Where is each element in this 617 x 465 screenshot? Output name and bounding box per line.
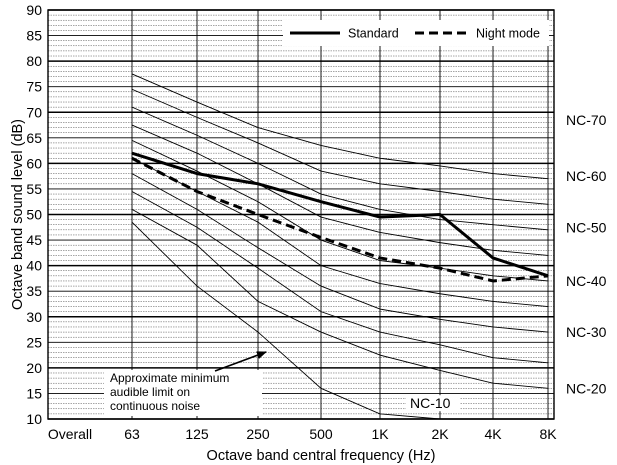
x-tick-Overall: Overall	[48, 426, 92, 442]
annotation-line-2: audible limit on	[110, 385, 190, 399]
x-tick-125: 125	[185, 426, 209, 442]
series-layer	[131, 151, 549, 283]
y-tick-labels: 10 15 20 25 30 35 40 45 50 55 60 65 70 75 80 85 90	[26, 2, 42, 427]
legend-label-night-mode: Night mode	[476, 27, 540, 41]
nc-label-10: NC-10	[410, 395, 451, 411]
nc-curve-0	[131, 221, 441, 420]
legend-label-standard: Standard	[348, 27, 399, 41]
x-tick-2K: 2K	[431, 426, 449, 442]
y-tick-80: 80	[26, 53, 42, 69]
y-tick-25: 25	[26, 334, 42, 350]
x-tick-63: 63	[124, 426, 140, 442]
annotation-line-1: Approximate minimum	[110, 371, 229, 385]
y-tick-60: 60	[26, 155, 42, 171]
nc-labels: NC-70 NC-60 NC-50 NC-40 NC-30 NC-20 NC-10	[406, 112, 607, 412]
x-axis-title: Octave band central frequency (Hz)	[207, 448, 436, 464]
y-tick-30: 30	[26, 309, 42, 325]
nc-curve-1	[131, 208, 549, 389]
nc-curve-9	[131, 73, 549, 180]
y-tick-35: 35	[26, 283, 42, 299]
annotation-line-3: continuous noise	[110, 399, 200, 413]
legend: Standard Night mode	[283, 20, 549, 46]
y-axis-title: Octave band sound level (dB)	[10, 119, 26, 310]
y-tick-90: 90	[26, 2, 42, 18]
nc-curve-5	[131, 139, 549, 282]
nc-label-20: NC-20	[566, 380, 607, 396]
nc-label-40: NC-40	[566, 273, 607, 289]
nc-curve-2	[131, 191, 549, 364]
y-tick-40: 40	[26, 258, 42, 274]
annotation-arrow	[214, 351, 267, 372]
nc-label-50: NC-50	[566, 219, 607, 235]
y-tick-65: 65	[26, 130, 42, 146]
nc-label-bg-10	[406, 395, 460, 412]
x-tick-500: 500	[309, 426, 333, 442]
y-tick-75: 75	[26, 79, 42, 95]
nc-curve-7	[131, 106, 549, 231]
annotation-box	[104, 370, 262, 416]
grid-layer	[48, 9, 554, 420]
annotation: Approximate minimum audible limit on con…	[104, 351, 267, 416]
plot-frame	[47, 9, 555, 420]
y-tick-50: 50	[26, 207, 42, 223]
x-tick-labels: Overall 63 125 250 500 1K 2K 4K 8K	[48, 426, 557, 442]
x-tick-1K: 1K	[371, 426, 389, 442]
nc-curve-8	[131, 88, 549, 205]
x-tick-250: 250	[246, 426, 270, 442]
y-tick-10: 10	[26, 411, 42, 427]
nc-curve-3	[131, 173, 549, 333]
y-tick-70: 70	[26, 104, 42, 120]
y-tick-55: 55	[26, 181, 42, 197]
nc-label-30: NC-30	[566, 324, 607, 340]
y-tick-20: 20	[26, 360, 42, 376]
y-tick-15: 15	[26, 385, 42, 401]
plot-border	[47, 9, 555, 420]
x-tick-8K: 8K	[539, 426, 557, 442]
series-line-standard	[131, 151, 549, 278]
x-tick-4K: 4K	[484, 426, 502, 442]
nc-curve-4	[131, 157, 549, 307]
y-tick-85: 85	[26, 28, 42, 44]
nc-label-60: NC-60	[566, 168, 607, 184]
y-tick-45: 45	[26, 232, 42, 248]
nc-label-70: NC-70	[566, 112, 607, 128]
